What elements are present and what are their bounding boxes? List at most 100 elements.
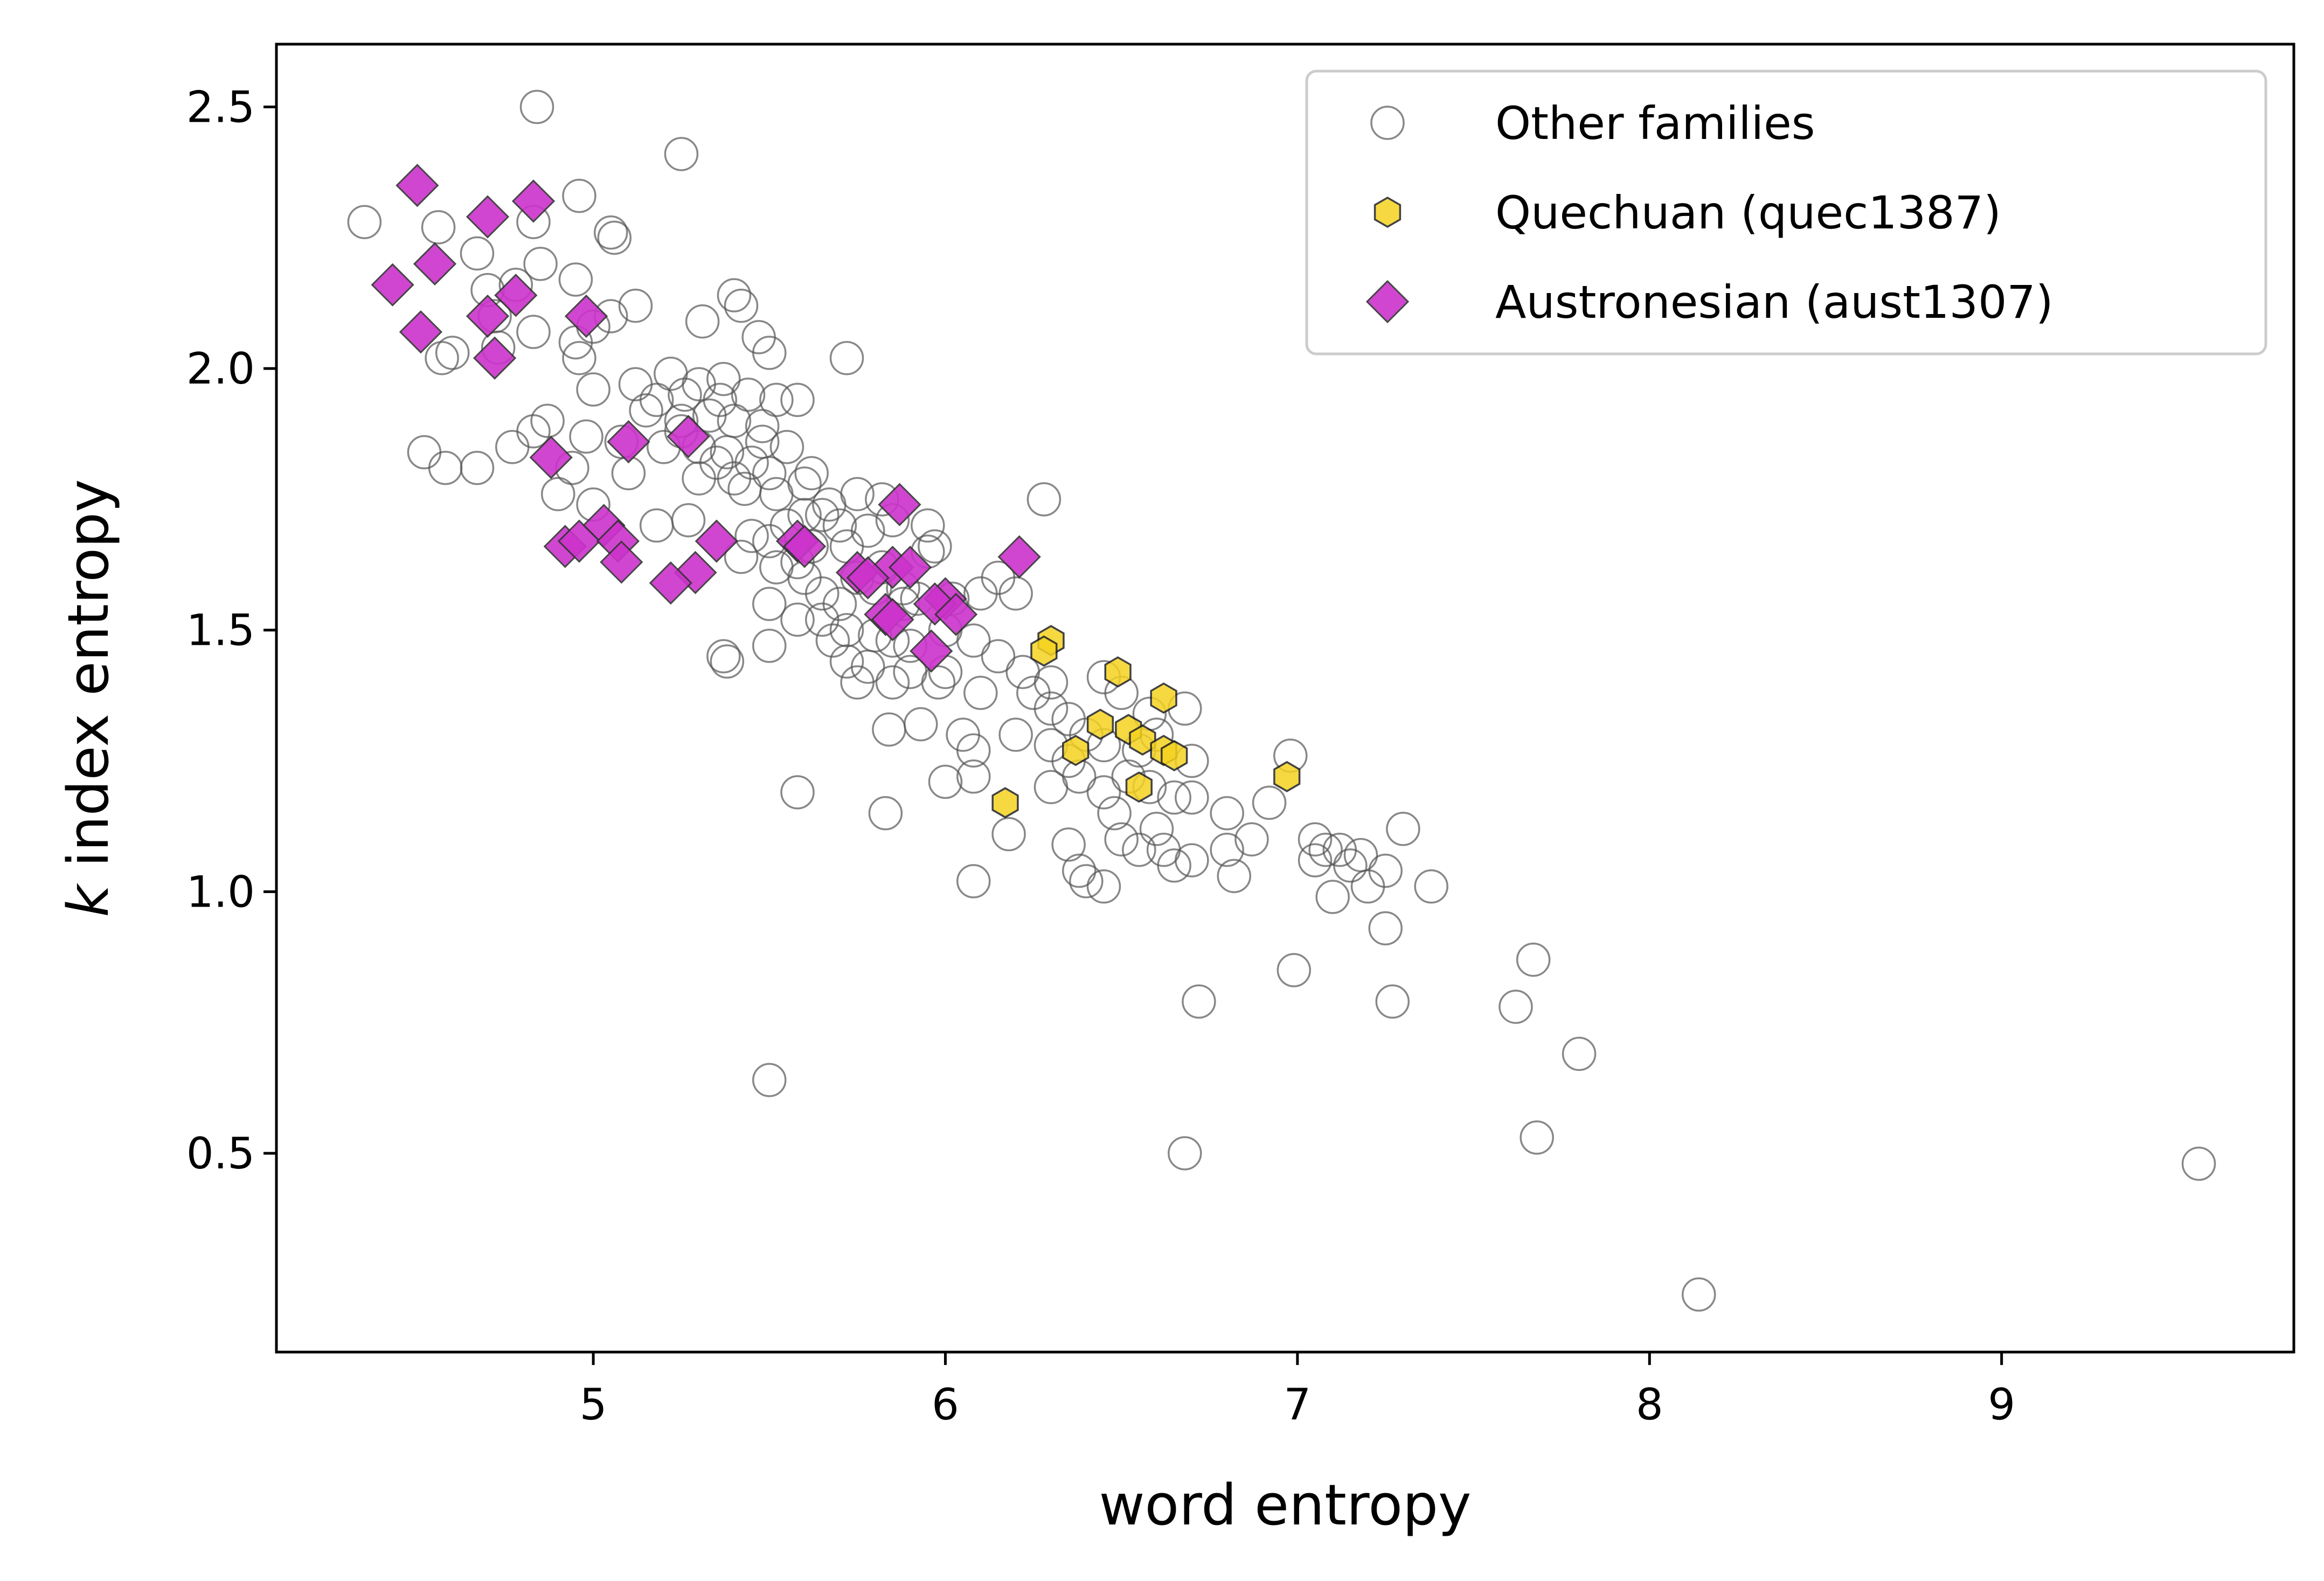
data-point-series-1: [1161, 740, 1188, 771]
data-point-series-0: [1520, 1120, 1554, 1155]
data-point-series-0: [829, 644, 864, 679]
data-point-series-0: [991, 817, 1026, 852]
data-point-series-0: [731, 377, 766, 412]
data-point-series-0: [460, 236, 495, 271]
data-point-series-2: [494, 274, 538, 317]
data-point-series-0: [963, 675, 998, 711]
data-point-series-0: [1315, 880, 1350, 914]
data-point-series-0: [921, 665, 956, 700]
data-point-series-0: [1252, 785, 1287, 820]
data-point-series-0: [1277, 953, 1312, 987]
data-point-series-0: [1210, 832, 1244, 867]
data-point-series-0: [1499, 990, 1533, 1024]
data-point-series-2: [871, 598, 914, 642]
x-axis-title: word entropy: [1099, 1472, 1471, 1538]
data-point-series-0: [668, 377, 702, 412]
data-point-series-0: [1069, 864, 1104, 899]
data-point-series-2: [473, 336, 517, 380]
legend: Other families Quechuan (quec1387) Austron…: [1305, 69, 2267, 356]
data-point-series-2: [782, 525, 827, 568]
data-point-series-0: [752, 629, 787, 663]
y-axis-title-rest: index entropy: [56, 479, 121, 884]
data-point-series-0: [998, 718, 1033, 752]
data-point-series-0: [734, 445, 769, 480]
data-point-series-0: [1157, 848, 1191, 883]
data-point-series-0: [1175, 843, 1209, 877]
data-point-series-0: [829, 340, 864, 375]
data-point-series-0: [1033, 691, 1069, 726]
data-point-series-0: [530, 403, 565, 438]
data-point-series-0: [724, 288, 759, 323]
data-point-series-0: [1086, 869, 1121, 904]
plot-area-frame: [275, 43, 2295, 1354]
data-point-series-0: [734, 519, 769, 553]
data-point-series-2: [649, 561, 692, 605]
data-point-series-1: [991, 787, 1019, 819]
x-tick-label: 6: [932, 1380, 959, 1430]
data-point-series-0: [540, 477, 575, 511]
data-point-series-0: [629, 393, 663, 428]
data-point-series-0: [752, 587, 787, 621]
data-point-series-0: [1217, 859, 1252, 893]
data-point-series-0: [460, 450, 495, 485]
y-tick-label: 0.5: [186, 1129, 255, 1179]
data-point-series-0: [1375, 984, 1410, 1019]
data-point-series-0: [1168, 1136, 1202, 1171]
data-point-series-0: [1086, 775, 1121, 810]
data-point-series-2: [466, 294, 510, 338]
data-point-series-0: [1681, 1277, 1716, 1312]
data-point-series-2: [557, 519, 601, 563]
y-axis-ticks: 0.5 1.0 1.5 2.0 2.5: [186, 82, 276, 1179]
data-point-series-0: [1175, 780, 1209, 815]
data-point-series-0: [706, 639, 741, 674]
legend-marker-series-1: [1373, 196, 1402, 228]
data-point-series-2: [466, 195, 510, 239]
data-point-series-0: [840, 665, 875, 700]
data-point-series-0: [1210, 796, 1244, 831]
data-point-series-1: [1030, 635, 1058, 667]
data-point-series-0: [1062, 853, 1097, 888]
data-point-series-0: [780, 382, 815, 417]
series-0: [347, 89, 2216, 1312]
data-point-series-0: [717, 278, 752, 312]
data-point-series-0: [780, 602, 815, 637]
y-tick-label: 1.0: [186, 867, 255, 917]
data-point-series-0: [1368, 911, 1403, 946]
data-point-series-0: [1104, 822, 1139, 856]
x-axis-ticks: 5 6 7 8 9: [580, 1352, 2015, 1430]
data-point-series-2: [600, 540, 643, 584]
data-point-series-0: [671, 503, 706, 538]
data-point-series-0: [868, 796, 903, 831]
data-point-series-2: [399, 310, 443, 354]
data-point-series-0: [840, 477, 875, 511]
data-point-series-0: [1414, 869, 1448, 904]
data-point-series-0: [918, 529, 952, 564]
legend-label-series-1: Quechuan (quec1387): [1495, 186, 2001, 239]
y-axis-title-italic: k: [56, 883, 121, 917]
legend-label-series-2: Austronesian (aust1307): [1495, 276, 2054, 329]
data-point-series-0: [685, 304, 720, 339]
data-point-series-0: [516, 315, 551, 349]
data-point-series-0: [519, 89, 554, 124]
data-point-series-0: [425, 340, 459, 375]
data-point-series-2: [529, 436, 573, 479]
data-point-series-0: [780, 775, 815, 810]
data-point-series-2: [910, 629, 953, 673]
legend-box: [1305, 69, 2267, 356]
data-point-series-0: [911, 508, 945, 543]
data-point-series-2: [396, 164, 439, 207]
data-point-series-0: [1026, 482, 1062, 517]
data-point-series-0: [903, 707, 938, 742]
data-point-series-2: [878, 483, 921, 526]
series-1: [991, 625, 1301, 819]
data-point-series-0: [928, 764, 963, 799]
data-point-series-1: [1104, 656, 1132, 688]
data-point-series-2: [695, 519, 738, 563]
data-point-series-0: [1182, 984, 1216, 1019]
data-point-series-2: [846, 556, 890, 600]
x-tick-label: 9: [1988, 1380, 2015, 1430]
data-point-series-0: [724, 540, 759, 574]
data-point-series-0: [956, 623, 991, 658]
data-point-series-2: [564, 294, 608, 338]
